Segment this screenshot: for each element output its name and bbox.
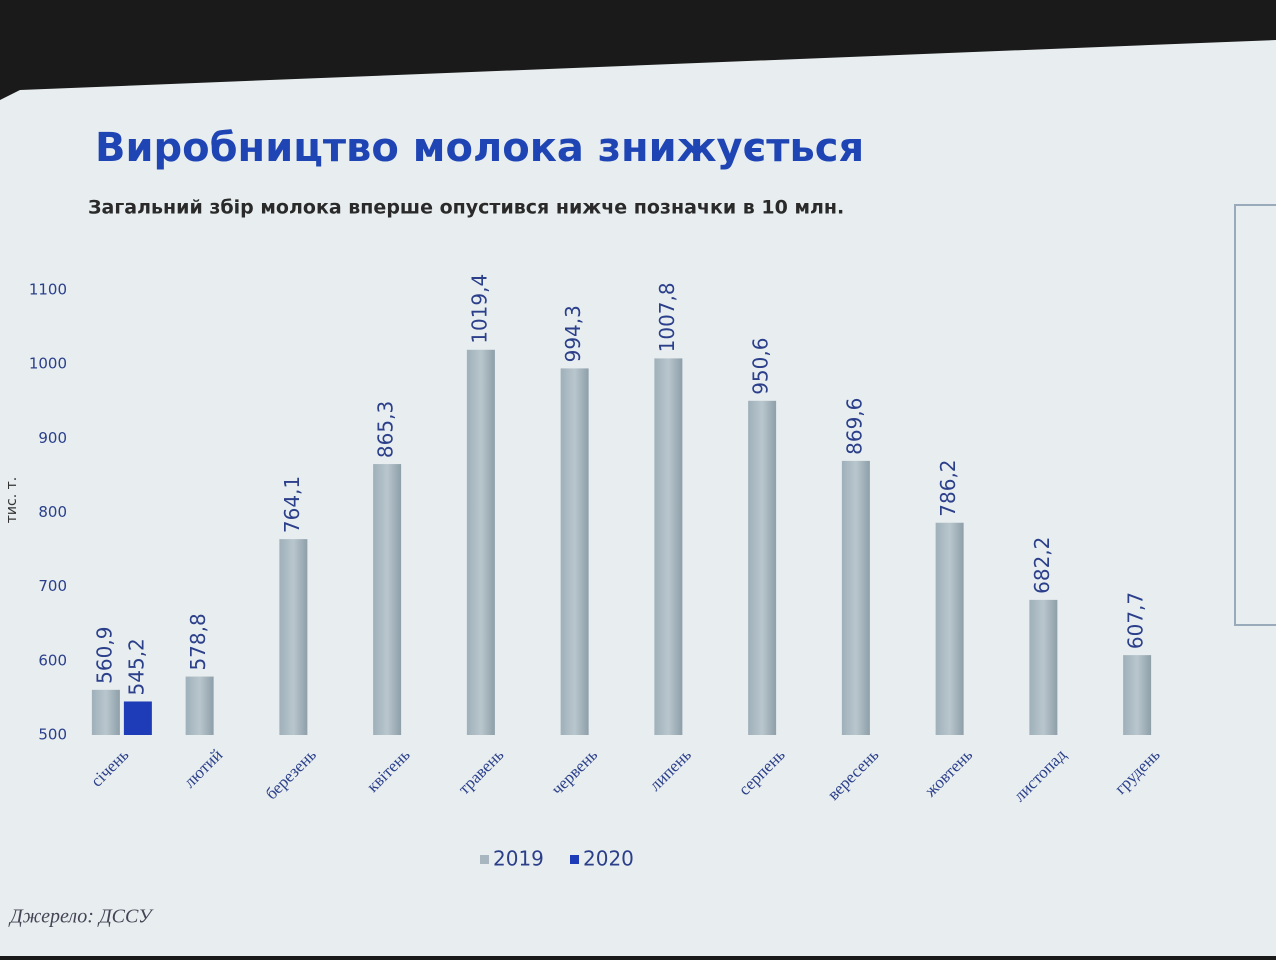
legend-label: 2020 (583, 847, 634, 871)
value-label: 786,2 (936, 459, 960, 516)
y-tick-label: 500 (38, 726, 67, 744)
bar (466, 349, 495, 735)
bar (373, 464, 402, 735)
value-label: 682,2 (1030, 537, 1054, 594)
value-label: 545,2 (124, 638, 148, 695)
value-label: 578,8 (186, 613, 210, 670)
bar (123, 701, 152, 735)
bar (1029, 599, 1058, 735)
y-tick-label: 700 (38, 577, 67, 595)
bar (748, 400, 777, 735)
side-panel (1234, 204, 1276, 626)
legend-label: 2019 (493, 847, 544, 871)
value-label: 869,6 (842, 398, 866, 455)
bar (279, 539, 308, 735)
value-label: 764,1 (280, 476, 304, 533)
y-tick-label: 900 (38, 429, 67, 447)
value-label: 865,3 (374, 401, 398, 458)
bar (654, 358, 683, 735)
y-tick-label: 1000 (29, 355, 67, 373)
bar (560, 368, 589, 735)
bar (841, 460, 870, 735)
value-label: 1019,4 (467, 274, 491, 344)
value-label: 1007,8 (655, 282, 679, 352)
y-axis-label: тис. т. (4, 477, 20, 523)
bar (185, 676, 214, 735)
source: Джерело: ДССУ (8, 906, 154, 928)
chart-subtitle: Загальний збір молока вперше опустився н… (88, 197, 844, 219)
bar (1123, 655, 1152, 735)
slide (0, 40, 1276, 956)
bar (935, 522, 964, 735)
y-tick-label: 800 (38, 503, 67, 521)
value-label: 607,7 (1124, 592, 1148, 649)
value-label: 560,9 (92, 627, 116, 684)
value-label: 950,6 (749, 338, 773, 395)
y-tick-label: 600 (38, 651, 67, 669)
y-tick-label: 1100 (29, 281, 67, 299)
value-label: 994,3 (561, 305, 585, 362)
legend-swatch (480, 855, 489, 864)
chart-title: Виробництво молока знижується (95, 125, 864, 171)
bar (91, 689, 120, 735)
legend-swatch (570, 855, 579, 864)
